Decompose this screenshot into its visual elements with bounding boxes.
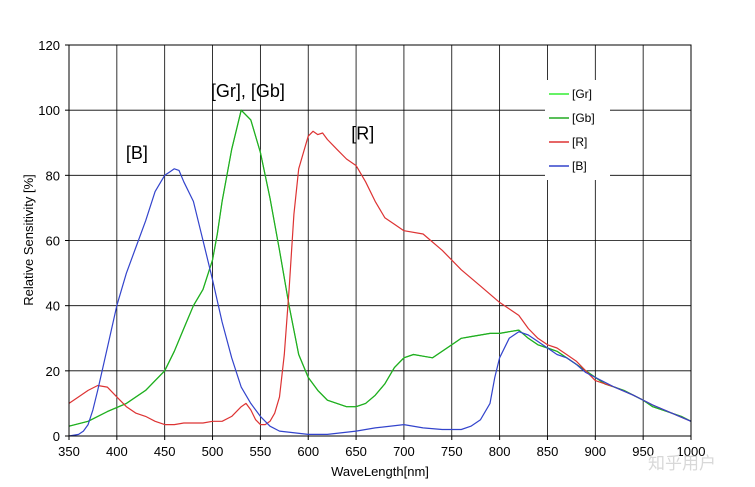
- x-tick-label: 950: [632, 444, 654, 459]
- x-tick-label: 550: [250, 444, 272, 459]
- series-line-b: [68, 168, 692, 437]
- y-axis-title: Relative Sensitivity [%]: [21, 174, 36, 306]
- y-tick-label: 80: [46, 168, 60, 183]
- x-tick-label: 850: [537, 444, 559, 459]
- legend-label-gr: [Gr]: [572, 87, 592, 101]
- x-tick-label: 900: [584, 444, 606, 459]
- annotation-label: [R]: [351, 123, 374, 143]
- y-tick-label: 60: [46, 234, 60, 249]
- x-tick-label: 400: [106, 444, 128, 459]
- x-tick-label: 750: [441, 444, 463, 459]
- series-lines: [68, 109, 692, 437]
- watermark-text: 知乎用户: [648, 454, 716, 474]
- y-tick-label: 0: [53, 429, 60, 444]
- y-tick-label: 20: [46, 364, 60, 379]
- watermark: 知乎用户: [648, 454, 716, 474]
- y-tick-label: 40: [46, 299, 60, 314]
- legend: [Gr] [Gb] [R] [B]: [545, 80, 610, 180]
- x-tick-label: 600: [297, 444, 319, 459]
- x-axis-title: WaveLength[nm]: [331, 464, 429, 479]
- x-tick-label: 350: [58, 444, 80, 459]
- axes: [65, 44, 692, 440]
- annotation-label: [B]: [126, 143, 148, 163]
- x-tick-label: 650: [345, 444, 367, 459]
- legend-label-gb: [Gb]: [572, 111, 595, 125]
- y-tick-label: 100: [38, 103, 60, 118]
- tick-labels: 350 400 450 500 550 600 650 700 750 800 850 900 950 1…: [38, 38, 705, 459]
- legend-label-b: [B]: [572, 159, 587, 173]
- x-tick-label: 500: [202, 444, 224, 459]
- y-tick-label: 120: [38, 38, 60, 53]
- legend-label-r: [R]: [572, 135, 587, 149]
- x-tick-label: 700: [393, 444, 415, 459]
- legend-box: [545, 80, 610, 180]
- annotation-label: [Gr], [Gb]: [211, 81, 285, 101]
- series-line-r: [68, 130, 692, 426]
- x-tick-label: 450: [154, 444, 176, 459]
- x-tick-label: 1000: [677, 444, 706, 459]
- annotations: [Gr], [Gb] [B] [R]: [126, 81, 374, 163]
- x-tick-label: 800: [489, 444, 511, 459]
